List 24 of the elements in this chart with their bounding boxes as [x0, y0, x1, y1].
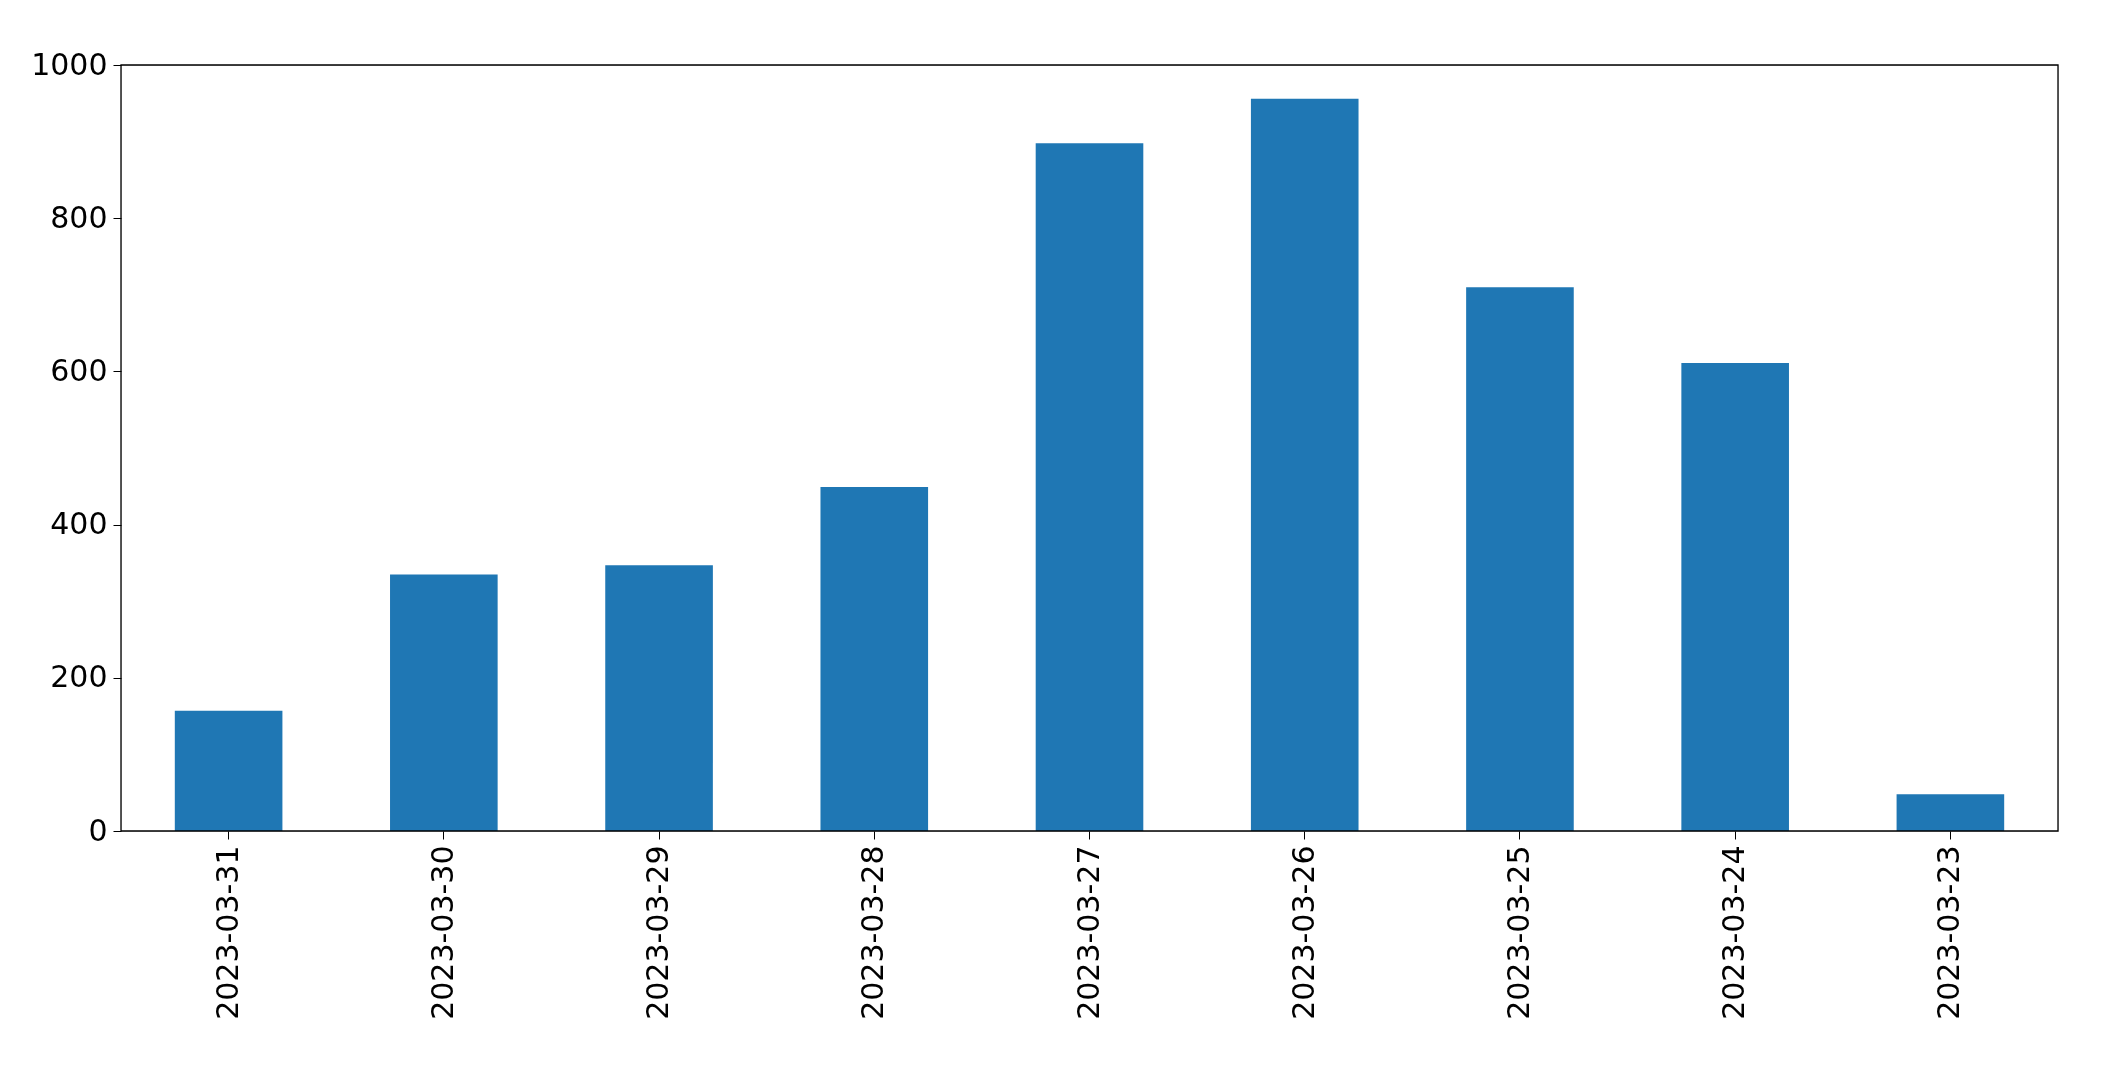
- y-tick-label: 0: [88, 812, 108, 848]
- bar: [390, 574, 498, 831]
- bar: [174, 710, 283, 831]
- y-tick-label: 800: [50, 199, 108, 235]
- bar: [1035, 143, 1144, 831]
- x-tick-label: 2023-03-26: [1285, 845, 1321, 1020]
- bar: [1250, 98, 1359, 831]
- y-tick-label: 400: [50, 506, 108, 542]
- bar: [605, 565, 713, 831]
- bar: [1466, 287, 1574, 831]
- y-tick-label: 200: [50, 659, 108, 695]
- y-tick-label: 1000: [31, 46, 108, 82]
- bar: [1681, 362, 1789, 831]
- x-tick-label: 2023-03-29: [640, 845, 676, 1020]
- x-tick-label: 2023-03-25: [1500, 845, 1536, 1020]
- x-tick-label: 2023-03-28: [855, 845, 891, 1020]
- x-tick-label: 2023-03-27: [1070, 845, 1106, 1020]
- bar: [1896, 794, 2005, 831]
- x-tick-label: 2023-03-30: [424, 845, 460, 1020]
- x-tick-label: 2023-03-23: [1931, 845, 1967, 1020]
- bar: [820, 487, 929, 831]
- x-tick-label: 2023-03-24: [1716, 845, 1752, 1020]
- y-tick-label: 600: [50, 352, 108, 388]
- x-tick-label: 2023-03-31: [209, 845, 245, 1020]
